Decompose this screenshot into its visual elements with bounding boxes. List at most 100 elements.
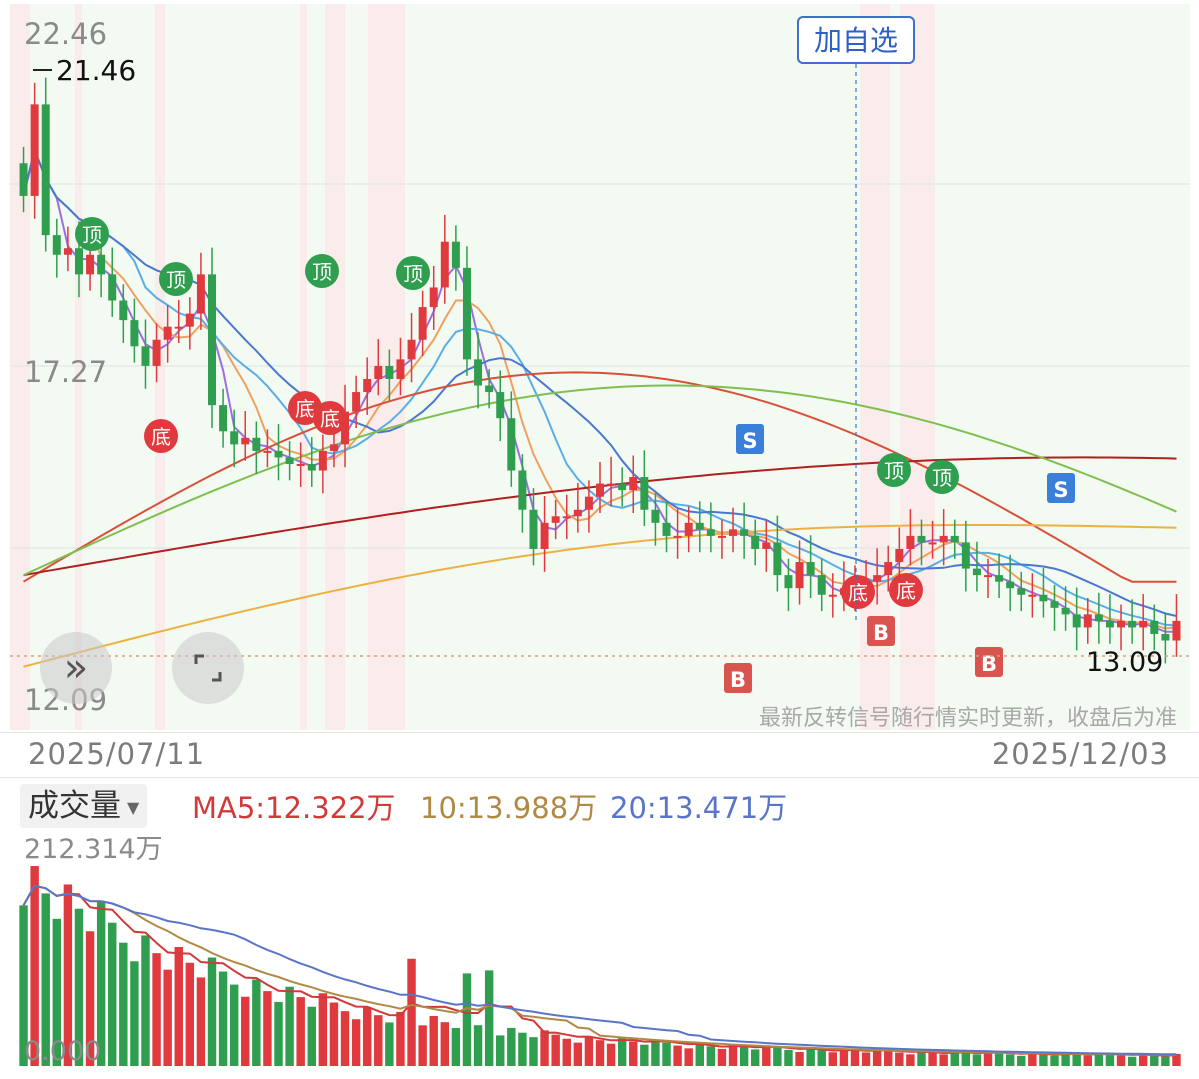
candle-body xyxy=(263,450,272,453)
fullscreen-button[interactable] xyxy=(172,632,244,704)
candle-body xyxy=(63,248,72,255)
volume-bar xyxy=(1094,1052,1104,1066)
volume-bar xyxy=(1005,1054,1015,1066)
candle-body xyxy=(1150,620,1159,634)
volume-bar xyxy=(1083,1055,1092,1066)
volume-bar xyxy=(274,1001,283,1066)
candle-body xyxy=(119,300,128,321)
signal-band xyxy=(900,4,935,730)
candle-body xyxy=(196,274,205,314)
candle-body xyxy=(562,516,571,519)
signal-band xyxy=(325,4,345,730)
candle-body xyxy=(873,575,882,582)
candle-body xyxy=(451,241,460,268)
candle-body xyxy=(241,437,250,445)
volume-bar xyxy=(285,986,294,1066)
top-signal-badge: 顶 xyxy=(877,453,911,487)
bottom-signal-badge-circle xyxy=(841,575,875,609)
bottom-signal-badge-text: 底 xyxy=(848,581,868,605)
bottom-signal-badge-circle xyxy=(144,419,178,453)
volume-bar xyxy=(884,1050,893,1066)
candle-body xyxy=(352,392,361,412)
candle-body xyxy=(141,346,150,366)
volume-bar xyxy=(429,1015,438,1066)
buy-signal-tag: B xyxy=(724,663,752,693)
high-price-label: 21.46 xyxy=(56,54,136,87)
volume-bar xyxy=(296,997,305,1066)
volume-bar xyxy=(1017,1055,1026,1066)
buy-signal-tag-box xyxy=(724,663,752,693)
candle-body xyxy=(1105,620,1114,628)
volume-bar xyxy=(407,958,416,1066)
candle-body xyxy=(474,359,483,386)
candle-body xyxy=(385,365,394,379)
top-signal-badge-text: 顶 xyxy=(166,268,186,292)
top-signal-badge-circle xyxy=(75,217,109,251)
volume-bar xyxy=(1116,1055,1126,1066)
bottom-signal-badge-circle xyxy=(889,573,923,607)
candle-body xyxy=(163,326,172,340)
top-signal-badge: 顶 xyxy=(159,262,193,296)
volume-bar xyxy=(983,1051,993,1066)
volume-header: 成交量 ▼ MA5:12.322万 10:13.988万 20:13.471万 xyxy=(0,778,1199,834)
candle-body xyxy=(296,463,305,466)
top-signal-badge: 顶 xyxy=(396,256,430,290)
volume-bar xyxy=(1172,1053,1181,1066)
volume-bar xyxy=(784,1049,793,1066)
candle-body xyxy=(1083,614,1092,628)
candle-body xyxy=(440,241,449,288)
candle-body xyxy=(74,248,83,275)
buy-signal-tag: B xyxy=(975,647,1003,677)
candle-body xyxy=(41,104,50,236)
candle-body xyxy=(318,450,327,471)
signal-band xyxy=(155,4,165,730)
chart-background xyxy=(10,4,1190,730)
candle-body xyxy=(252,437,261,451)
volume-bar xyxy=(928,1052,937,1066)
volume-bar xyxy=(507,1027,516,1066)
top-signal-badge-circle xyxy=(877,453,911,487)
candle-body xyxy=(950,535,959,543)
candle-body xyxy=(97,254,106,275)
buy-signal-tag: B xyxy=(867,616,895,646)
candle-body xyxy=(518,470,527,510)
candle-body xyxy=(684,522,693,536)
candle-body xyxy=(706,529,715,536)
volume-bar xyxy=(440,1022,450,1066)
signal-band xyxy=(860,4,890,730)
bottom-signal-badge-text: 底 xyxy=(151,425,171,449)
candle-body xyxy=(341,411,350,445)
volume-bar xyxy=(374,1015,383,1066)
volume-indicator-selector[interactable]: 成交量 ▼ xyxy=(20,784,148,828)
volume-bar xyxy=(606,1043,616,1066)
sell-signal-tag: S xyxy=(1047,473,1075,503)
candle-body xyxy=(596,483,604,497)
volume-ma5-line xyxy=(22,884,1177,1057)
candle-body xyxy=(1128,620,1137,628)
candle-body xyxy=(1094,614,1103,621)
candle-body xyxy=(30,104,39,196)
top-signal-badge-text: 顶 xyxy=(884,459,904,483)
volume-ma20: 20:13.471万 xyxy=(610,791,788,825)
volume-bar xyxy=(750,1049,760,1066)
candle-body xyxy=(928,542,937,545)
volume-bar xyxy=(562,1038,571,1066)
signal-band xyxy=(75,4,82,730)
top-signal-badge: 顶 xyxy=(305,254,339,288)
expand-button[interactable]: » xyxy=(40,632,112,704)
volume-bar xyxy=(1039,1054,1048,1066)
candle-body xyxy=(307,463,316,471)
candle-body xyxy=(230,431,239,445)
candle-body xyxy=(507,418,516,471)
volume-bar xyxy=(861,1052,871,1066)
volume-bar xyxy=(318,993,328,1066)
volume-bar xyxy=(130,961,139,1066)
volume-bar xyxy=(152,953,161,1066)
candle-body xyxy=(762,542,771,549)
volume-bar xyxy=(895,1052,904,1066)
buy-signal-tag-text: B xyxy=(873,621,889,645)
double-chevron-right-icon: » xyxy=(63,645,89,691)
volume-bar xyxy=(1072,1054,1081,1066)
add-watchlist-button[interactable]: 加自选 xyxy=(797,16,915,64)
